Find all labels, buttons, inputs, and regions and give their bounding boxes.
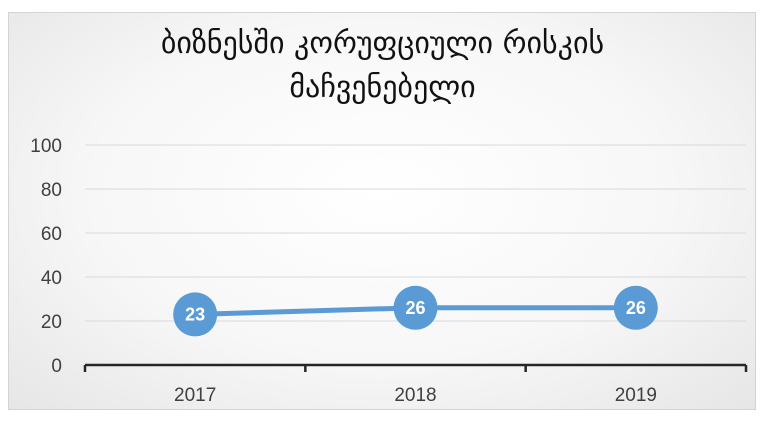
data-label: 23 [185, 304, 205, 324]
y-tick-label: 100 [30, 136, 62, 157]
chart-frame [8, 12, 756, 410]
data-point-marker [613, 285, 658, 330]
data-point-marker [393, 285, 438, 330]
y-tick-label: 80 [41, 180, 62, 201]
chart-title: ბიზნესში კორუფციული რისკის მაჩვენებელი [0, 22, 765, 110]
y-tick-label: 20 [41, 312, 62, 333]
x-tick-label: 2019 [615, 385, 657, 406]
x-tick-label: 2018 [394, 385, 436, 406]
y-tick-label: 40 [41, 268, 62, 289]
x-tick-label: 2017 [174, 385, 216, 406]
data-label: 26 [405, 298, 425, 318]
chart-title-line-2: მაჩვენებელი [289, 70, 476, 105]
chart-title-line-1: ბიზნესში კორუფციული რისკის [160, 26, 605, 61]
y-tick-label: 60 [41, 224, 62, 245]
y-tick-label: 0 [51, 356, 62, 377]
data-point-marker [173, 292, 218, 337]
data-label: 26 [626, 298, 646, 318]
